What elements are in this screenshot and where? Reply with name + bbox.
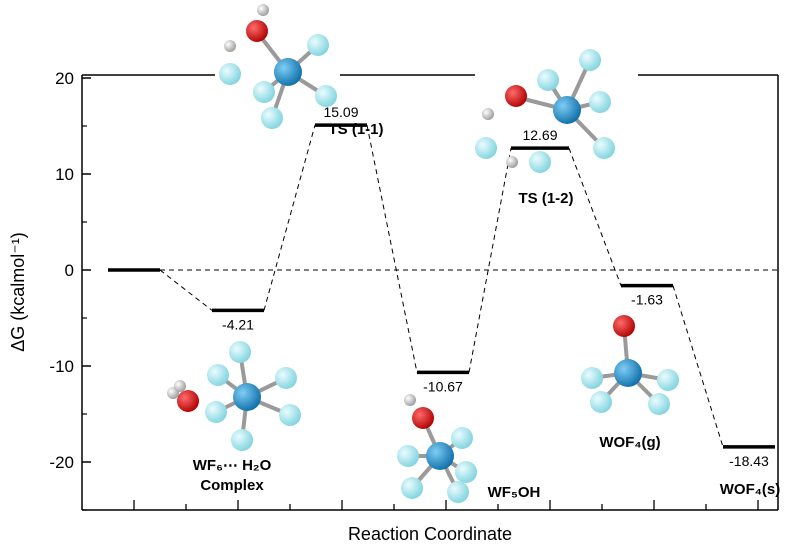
value-label-6: -18.43 (729, 453, 769, 469)
y-tick-label: 0 (65, 261, 74, 280)
connector-1 (263, 125, 316, 311)
x-ticks (133, 500, 759, 510)
label-wof4-g: WOF₄(g) (599, 434, 660, 451)
molecule-wof4-icon (581, 315, 679, 415)
label-wof4-s: WOF₄(s) (720, 481, 780, 498)
molecule-wf5oh-icon (397, 394, 477, 503)
label-complex: Complex (200, 477, 264, 494)
molecule-ts-1-2-icon (475, 49, 615, 173)
value-label-4: 12.69 (522, 127, 557, 143)
plot-frame (81, 74, 779, 511)
label-ts-1-1: TS (1-1) (328, 121, 383, 138)
label-wf6-h2o: WF₆⋯ H₂O (193, 457, 272, 474)
connector-3 (468, 148, 512, 373)
value-label-2: 15.09 (323, 104, 358, 120)
value-label-3: -10.67 (423, 378, 463, 394)
label-wf5oh: WF₅OH (488, 484, 541, 501)
y-ticks: 20 10 0 -10 -20 (49, 69, 91, 511)
connector-2 (366, 125, 418, 373)
connector-lines (159, 125, 778, 448)
value-label-1: -4.21 (222, 316, 254, 332)
molecule-wf6-h2o-complex-icon (167, 341, 301, 451)
value-labels: -4.21 15.09 -10.67 12.69 -1.63 -18.43 (222, 104, 769, 469)
y-tick-label: -10 (49, 357, 74, 376)
y-axis-title: ΔG (kcalmol⁻¹) (8, 232, 28, 352)
y-tick-label: -20 (49, 453, 74, 472)
connector-4 (568, 147, 622, 286)
y-tick-label: 10 (55, 165, 74, 184)
connector-0 (159, 269, 213, 311)
value-label-5: -1.63 (631, 292, 663, 308)
connector-5 (672, 285, 724, 448)
y-tick-label: 20 (55, 69, 74, 88)
energy-levels (108, 123, 775, 449)
x-axis-title: Reaction Coordinate (348, 524, 512, 544)
label-ts-1-2: TS (1-2) (518, 190, 573, 207)
molecule-ts-1-1-icon (219, 4, 337, 129)
